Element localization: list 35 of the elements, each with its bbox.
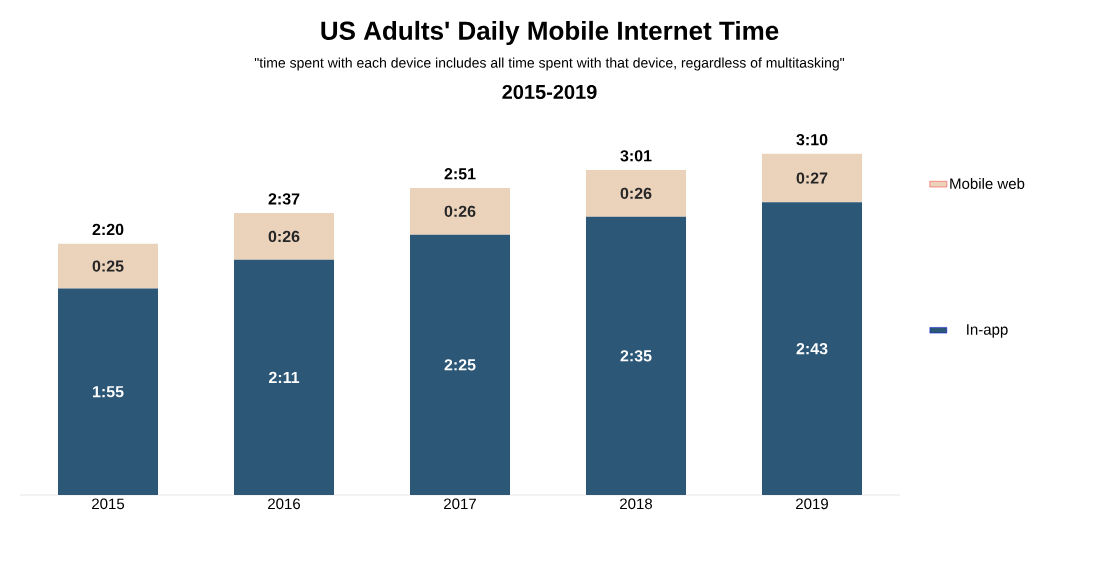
data-label: 0:27 <box>796 172 828 184</box>
x-tick-label: 2015 <box>92 498 125 510</box>
total-label: 2:51 <box>444 168 476 180</box>
bar <box>58 288 159 495</box>
bar <box>58 243 159 289</box>
data-label: 0:26 <box>268 230 300 243</box>
total-label: 2:37 <box>268 193 300 205</box>
total-label: 3:01 <box>620 150 652 162</box>
chart-title: US Adults' Daily Mobile Internet Time <box>321 20 779 46</box>
bar <box>762 153 863 203</box>
bar <box>410 187 511 235</box>
bar <box>410 234 511 495</box>
data-label: 2:43 <box>796 342 828 355</box>
data-label: 0:26 <box>620 187 652 200</box>
data-label: 1:55 <box>93 386 124 398</box>
chart-subtitle: "time spent with each device includes all time spent with that device, regardless of multitasking" <box>254 57 845 71</box>
data-label: 0:26 <box>444 205 476 217</box>
bar <box>234 213 335 260</box>
legend-label: In-app <box>967 324 1008 338</box>
x-tick-label: 2019 <box>796 498 828 510</box>
total-label: 3:10 <box>796 133 828 146</box>
bar <box>762 202 863 495</box>
x-tick-label: 2018 <box>620 498 653 510</box>
x-tick-label: 2017 <box>444 498 476 510</box>
legend-label: Mobile web <box>950 177 1025 189</box>
bar <box>234 259 335 495</box>
bar <box>586 216 687 495</box>
data-label: 0:25 <box>92 260 124 272</box>
bar <box>586 170 687 217</box>
x-tick-label: 2016 <box>268 498 301 510</box>
data-label: 2:25 <box>444 359 476 371</box>
data-label: 2:35 <box>620 350 652 362</box>
data-label: 2:11 <box>268 371 300 383</box>
text: 2015-2019 <box>502 84 597 100</box>
total-label: 2:20 <box>92 223 124 236</box>
